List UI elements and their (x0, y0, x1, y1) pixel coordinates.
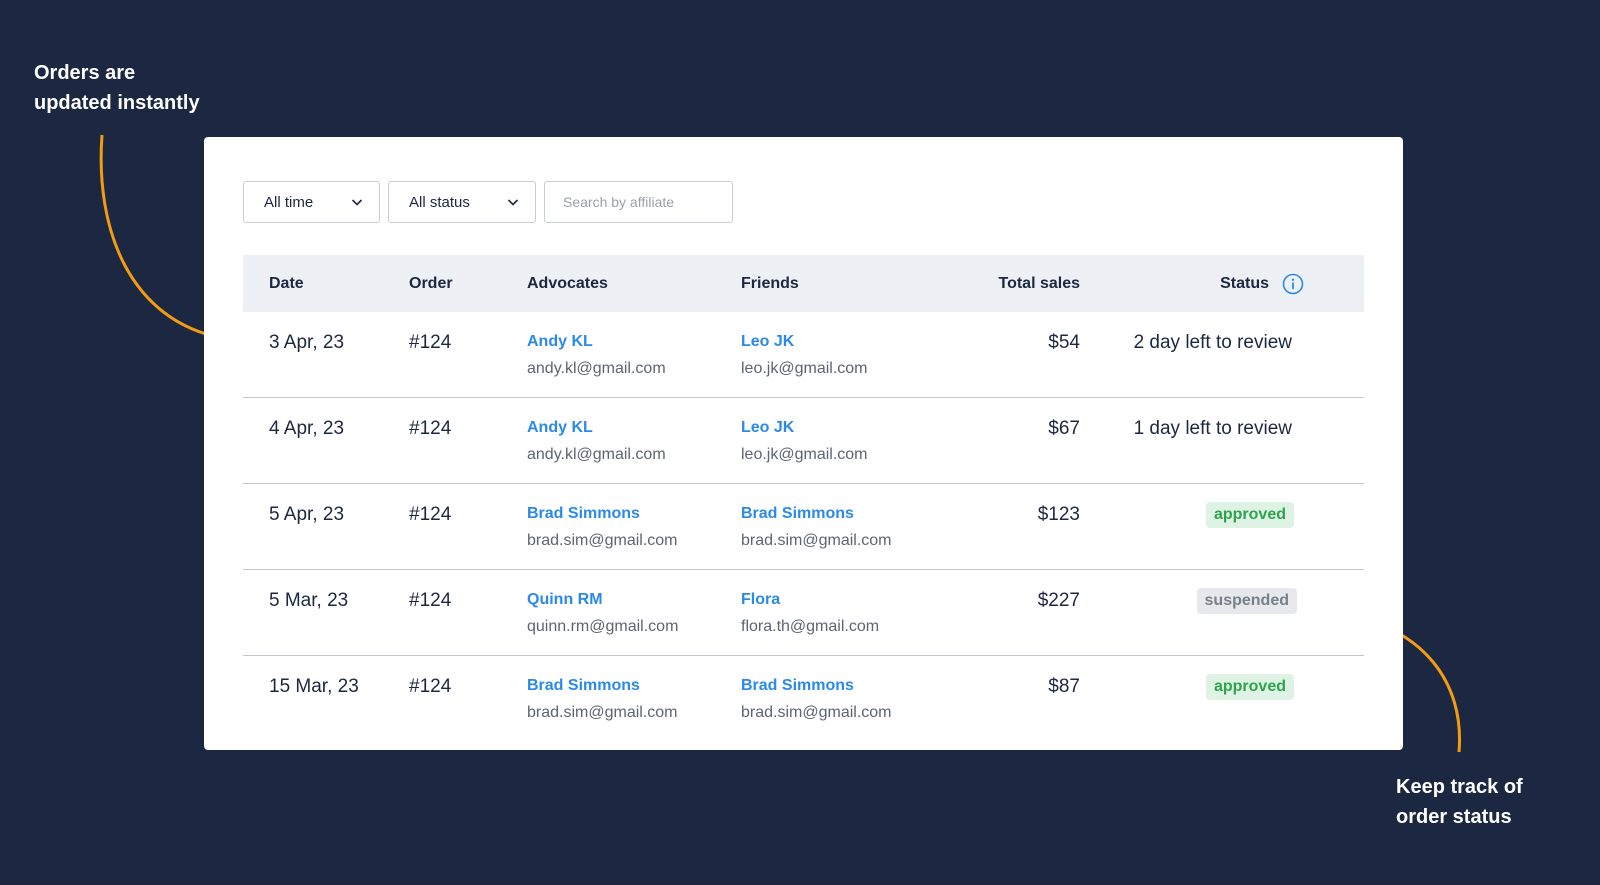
status-filter-select[interactable]: All status (388, 181, 536, 223)
friend-cell: Leo JK leo.jk@gmail.com (741, 418, 868, 465)
info-icon[interactable] (1282, 273, 1304, 295)
friend-email: leo.jk@gmail.com (741, 360, 868, 377)
callout-line: updated instantly (34, 92, 200, 114)
advocate-email: andy.kl@gmail.com (527, 446, 666, 463)
header-order[interactable]: Order (409, 275, 453, 292)
friend-cell: Flora flora.th@gmail.com (741, 590, 879, 637)
search-affiliate-input[interactable] (544, 181, 733, 223)
orders-card: All time All status Date Order Advocates… (204, 137, 1403, 750)
advocate-email: andy.kl@gmail.com (527, 360, 666, 377)
advocate-cell: Andy KL andy.kl@gmail.com (527, 332, 666, 379)
friend-email: brad.sim@gmail.com (741, 532, 892, 549)
header-total-sales[interactable]: Total sales (998, 275, 1080, 292)
row-order: #124 (409, 504, 452, 525)
row-order: #124 (409, 590, 452, 611)
time-filter-select[interactable]: All time (243, 181, 380, 223)
row-date: 5 Mar, 23 (269, 590, 349, 611)
friend-email: flora.th@gmail.com (741, 618, 880, 635)
advocate-email: brad.sim@gmail.com (527, 704, 678, 721)
callout-order-status: Keep track of order status (1396, 772, 1576, 832)
row-total-sales: $123 (1037, 504, 1080, 525)
table-row[interactable]: 5 Apr, 23 #124 Brad Simmons brad.sim@gma… (243, 484, 1364, 570)
table-row[interactable]: 15 Mar, 23 #124 Brad Simmons brad.sim@gm… (243, 656, 1364, 741)
row-total-sales: $67 (1048, 418, 1080, 439)
row-date: 4 Apr, 23 (269, 418, 345, 439)
advocate-cell: Quinn RM quinn.rm@gmail.com (527, 590, 678, 637)
row-date: 3 Apr, 23 (269, 332, 345, 353)
friend-name-link[interactable]: Leo JK (741, 419, 795, 436)
row-order: #124 (409, 418, 452, 439)
callout-line: order status (1396, 806, 1512, 828)
row-date: 15 Mar, 23 (269, 676, 359, 697)
advocate-name-link[interactable]: Quinn RM (527, 591, 603, 608)
friend-cell: Brad Simmons brad.sim@gmail.com (741, 504, 892, 551)
status-badge-approved: approved (1205, 674, 1294, 700)
advocate-name-link[interactable]: Andy KL (527, 419, 593, 436)
row-total-sales: $227 (1037, 590, 1080, 611)
advocate-email: quinn.rm@gmail.com (527, 618, 679, 635)
friend-name-link[interactable]: Leo JK (741, 333, 795, 350)
friend-email: brad.sim@gmail.com (741, 704, 892, 721)
advocate-cell: Brad Simmons brad.sim@gmail.com (527, 504, 678, 551)
row-total-sales: $54 (1048, 332, 1080, 353)
table-row[interactable]: 3 Apr, 23 #124 Andy KL andy.kl@gmail.com… (243, 312, 1364, 398)
chevron-down-icon (351, 199, 363, 206)
orders-table: Date Order Advocates Friends Total sales… (243, 255, 1364, 741)
friend-email: leo.jk@gmail.com (741, 446, 868, 463)
header-advocates[interactable]: Advocates (527, 275, 608, 292)
header-status[interactable]: Status (1220, 275, 1269, 292)
advocate-name-link[interactable]: Brad Simmons (527, 677, 640, 694)
friend-name-link[interactable]: Flora (741, 591, 781, 608)
friend-cell: Brad Simmons brad.sim@gmail.com (741, 676, 892, 723)
row-status-text: 1 day left to review (1133, 418, 1292, 439)
friend-cell: Leo JK leo.jk@gmail.com (741, 332, 868, 379)
callout-orders-updated: Orders are updated instantly (34, 58, 254, 118)
chevron-down-icon (507, 199, 519, 206)
filter-bar: All time All status (243, 181, 733, 223)
row-status-text: 2 day left to review (1133, 332, 1292, 353)
table-row[interactable]: 5 Mar, 23 #124 Quinn RM quinn.rm@gmail.c… (243, 570, 1364, 656)
friend-name-link[interactable]: Brad Simmons (741, 677, 854, 694)
advocate-name-link[interactable]: Brad Simmons (527, 505, 640, 522)
time-filter-value: All time (264, 193, 314, 211)
callout-line: Keep track of (1396, 776, 1523, 798)
advocate-name-link[interactable]: Andy KL (527, 333, 593, 350)
friend-name-link[interactable]: Brad Simmons (741, 505, 854, 522)
table-row[interactable]: 4 Apr, 23 #124 Andy KL andy.kl@gmail.com… (243, 398, 1364, 484)
row-order: #124 (409, 332, 452, 353)
header-date[interactable]: Date (269, 275, 304, 292)
advocate-cell: Brad Simmons brad.sim@gmail.com (527, 676, 678, 723)
callout-line: Orders are (34, 62, 136, 84)
table-header: Date Order Advocates Friends Total sales… (243, 255, 1364, 312)
advocate-email: brad.sim@gmail.com (527, 532, 678, 549)
status-badge-approved: approved (1205, 502, 1294, 528)
status-filter-value: All status (409, 193, 470, 211)
advocate-cell: Andy KL andy.kl@gmail.com (527, 418, 666, 465)
status-badge-suspended: suspended (1196, 588, 1297, 614)
header-friends[interactable]: Friends (741, 275, 799, 292)
row-total-sales: $87 (1048, 676, 1080, 697)
row-order: #124 (409, 676, 452, 697)
row-date: 5 Apr, 23 (269, 504, 345, 525)
